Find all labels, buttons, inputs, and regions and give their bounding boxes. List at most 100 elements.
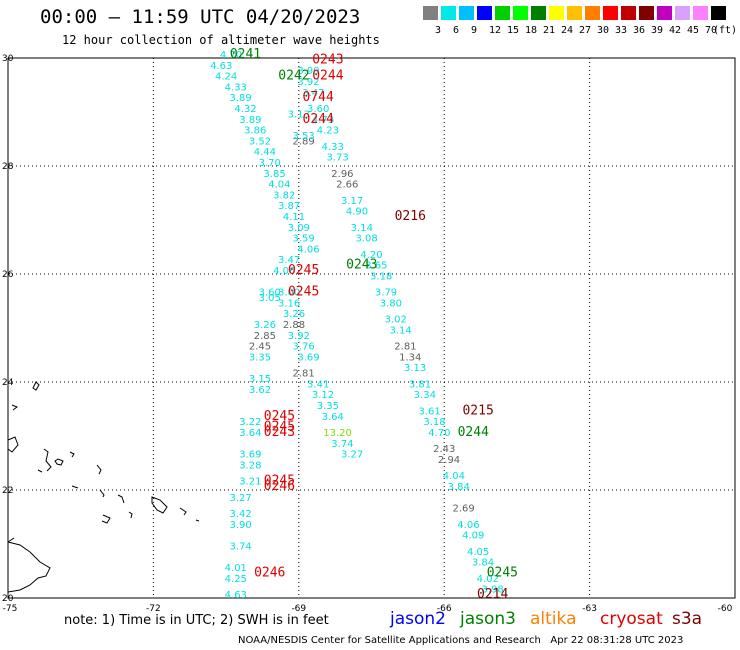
swh-value: 3.28: [239, 460, 261, 471]
scale-label: 39: [651, 25, 664, 36]
pass-label: 0744: [303, 90, 334, 105]
swh-value: 3.92: [297, 77, 319, 88]
swh-value: 2.43: [433, 444, 455, 455]
pass-label: 0246: [264, 479, 295, 494]
swh-value: 4.90: [346, 207, 368, 218]
swh-value: 3.12: [312, 390, 334, 401]
swh-value: 3.16: [278, 298, 300, 309]
swh-value: 2.89: [293, 136, 315, 147]
scale-label: 33: [615, 25, 628, 36]
lon-tick-label: -72: [146, 604, 161, 614]
scale-label: 3: [435, 25, 442, 36]
pass-label: 0245: [288, 285, 319, 300]
lat-tick-label: 22: [2, 486, 13, 496]
swh-value: 4.73: [312, 115, 334, 126]
swh-value: 3.18: [370, 271, 392, 282]
swh-value: 3.81: [409, 379, 431, 390]
swh-value: 4.20: [360, 250, 382, 261]
swh-value: 3.14: [389, 325, 411, 336]
scale-label: 30: [597, 25, 610, 36]
swh-value: 2.85: [254, 331, 276, 342]
satellite-pass-labels: 0241024202430244074402440216024302450245…: [230, 47, 518, 602]
swh-value: 3.64: [239, 428, 261, 439]
swh-value: 4.06: [297, 244, 319, 255]
swh-value: 3.76: [293, 342, 315, 353]
scale-swatch: [423, 6, 438, 20]
swh-value: 3.41: [307, 379, 329, 390]
swh-value: 3.13: [288, 109, 310, 120]
swh-value: 3.80: [380, 298, 402, 309]
scale-label: 18: [525, 25, 538, 36]
pass-label: 0243: [312, 52, 343, 67]
legend-entry-s3a: s3a: [672, 609, 703, 629]
pass-label: 0243: [346, 258, 377, 273]
pass-label: 0215: [462, 403, 493, 418]
swh-value: 3.92: [288, 331, 310, 342]
swh-value: 3.26: [254, 320, 276, 331]
swh-value: 4.04: [443, 471, 465, 482]
map-frame: [7, 57, 736, 599]
swh-value: 3.99: [297, 66, 319, 77]
swh-value: 3.60: [259, 288, 281, 299]
legend-entry-jason3: jason3: [460, 609, 516, 629]
swh-value: 3.84: [448, 482, 470, 493]
swh-value: 4.32: [234, 104, 256, 115]
swh-value: 3.98: [482, 585, 504, 596]
swh-value: 2.81: [394, 342, 416, 353]
legend-entry-altika: altika: [530, 609, 577, 629]
scale-label: 27: [579, 25, 592, 36]
map-subtitle: 12 hour collection of altimeter wave hei…: [62, 33, 380, 47]
swh-value: 4.05: [467, 547, 489, 558]
swh-value: 4.70: [220, 50, 242, 61]
legend-entry-cryosat: cryosat: [600, 609, 663, 629]
swh-value: 3.60: [307, 104, 329, 115]
scale-swatch: [495, 6, 510, 20]
pass-label: 0243: [264, 425, 295, 440]
swh-value: 3.42: [230, 509, 252, 520]
scale-swatch: [567, 6, 582, 20]
pass-label: 0244: [312, 69, 343, 84]
swh-value: 3.13: [404, 363, 426, 374]
scale-swatch: [603, 6, 618, 20]
swh-value: 4.02: [477, 574, 499, 585]
lat-tick-label: 24: [2, 378, 14, 388]
swh-value: 3.26: [283, 309, 305, 320]
swh-value: 3.34: [414, 390, 436, 401]
swh-value: 3.86: [244, 126, 266, 137]
swh-value: 3.08: [356, 234, 378, 245]
swh-value: 3.22: [239, 417, 261, 428]
pass-label: 0214: [477, 587, 508, 602]
swh-value: 3.87: [278, 201, 300, 212]
swh-value: 3.62: [249, 385, 271, 396]
scale-swatch: [657, 6, 672, 20]
swh-value: 3.85: [263, 169, 285, 180]
scale-swatch: [549, 6, 564, 20]
scale-label: 15: [507, 25, 520, 36]
pass-label: 0245: [264, 474, 295, 489]
swh-value: 3.35: [249, 352, 271, 363]
swh-value: 4.23: [317, 126, 339, 137]
scale-label: 45: [687, 25, 700, 36]
swh-value: 3.73: [326, 153, 348, 164]
lat-tick-label: 20: [2, 594, 14, 604]
lon-tick-label: -66: [437, 604, 452, 614]
scale-swatch: [693, 6, 708, 20]
legend-entry-jason2: jason2: [390, 609, 446, 629]
scale-label: 36: [633, 25, 646, 36]
swh-value: 3.61: [419, 406, 441, 417]
swh-value: 3.65: [365, 261, 387, 272]
scale-swatch: [459, 6, 474, 20]
scale-label: 6: [453, 25, 460, 36]
coastline: [7, 381, 200, 593]
scale-swatch: [639, 6, 654, 20]
swh-value: 2.45: [249, 342, 271, 353]
swh-value: 3.70: [259, 158, 281, 169]
swh-value: 3.74: [230, 541, 252, 552]
timestamp: Apr 22 08:31:28 UTC 2023: [550, 635, 684, 646]
swh-points: 4.704.634.244.333.894.323.893.863.524.44…: [210, 50, 504, 601]
swh-value: 3.09: [288, 223, 310, 234]
pass-label: 0245: [264, 409, 295, 424]
lon-tick-label: -69: [291, 604, 306, 614]
pass-label: 0246: [254, 565, 285, 580]
swh-value: 4.09: [462, 531, 484, 542]
